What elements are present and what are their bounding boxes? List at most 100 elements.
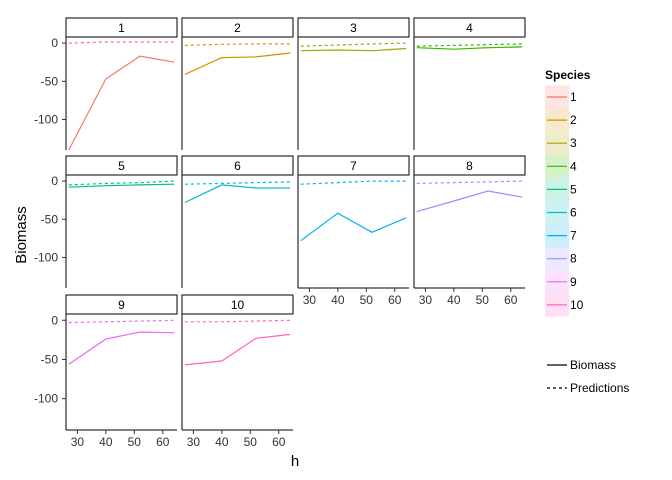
facet-strip xyxy=(181,155,294,176)
legend-item-species-10: 10 xyxy=(545,293,584,317)
legend-label: 2 xyxy=(570,113,577,127)
facet-strip xyxy=(413,17,526,38)
facet-strip-label: 6 xyxy=(234,159,241,173)
x-tick-label: 50 xyxy=(128,435,142,449)
facet-strip xyxy=(297,17,410,38)
facet-strip-label: 1 xyxy=(118,21,125,35)
facet-panel-10: 10 30 40 50 60 xyxy=(181,294,294,449)
x-tick-label: 60 xyxy=(504,293,518,307)
predictions-line xyxy=(68,41,175,44)
x-tick-label: 30 xyxy=(303,293,317,307)
predictions-line xyxy=(68,319,175,324)
legend-item-species-1: 1 xyxy=(545,85,577,109)
biomass-line xyxy=(68,55,175,151)
legend-label: 4 xyxy=(570,159,577,173)
y-tick-label: -50 xyxy=(41,212,59,226)
y-tick-label: -100 xyxy=(34,112,58,126)
legend-item-species-8: 8 xyxy=(545,247,577,271)
facet-panel-3: 3 xyxy=(297,17,410,150)
x-tick-label: 30 xyxy=(187,435,201,449)
predictions-line xyxy=(184,43,291,46)
facet-strip xyxy=(65,155,178,176)
x-tick-label: 40 xyxy=(331,293,345,307)
biomass-line xyxy=(300,47,407,52)
predictions-line xyxy=(184,319,291,323)
x-tick-label: 30 xyxy=(71,435,85,449)
x-tick-label: 60 xyxy=(272,435,286,449)
biomass-line xyxy=(300,212,407,242)
facet-panel-7: 7 30 40 50 60 xyxy=(297,155,410,307)
biomass-line xyxy=(416,46,523,50)
legend-item-species-7: 7 xyxy=(545,224,577,248)
legend-item-predictions: Predictions xyxy=(547,381,629,395)
legend-item-species-9: 9 xyxy=(545,270,577,294)
legend-title: Species xyxy=(545,68,591,82)
x-tick-label: 50 xyxy=(244,435,258,449)
y-tick-label: 0 xyxy=(51,174,58,188)
facet-panel-9: 9 0 -50 -100 30 40 50 60 xyxy=(34,294,178,449)
facet-strip-label: 5 xyxy=(118,159,125,173)
facet-panel-2: 2 xyxy=(181,17,294,150)
legend-item-species-5: 5 xyxy=(545,177,577,201)
facet-strip xyxy=(65,17,178,38)
y-tick-label: -50 xyxy=(41,74,59,88)
facet-panel-5: 5 0 -50 -100 xyxy=(34,155,178,288)
biomass-line xyxy=(184,333,291,366)
y-tick-label: -100 xyxy=(34,392,58,406)
biomass-line xyxy=(184,184,291,204)
facet-strip-label: 4 xyxy=(466,21,473,35)
predictions-line xyxy=(416,43,523,47)
biomass-line xyxy=(68,183,175,188)
biomass-line xyxy=(68,331,175,365)
y-tick-label: -100 xyxy=(34,250,58,264)
facet-panel-6: 6 xyxy=(181,155,294,288)
biomass-line xyxy=(184,52,291,75)
legend-item-species-6: 6 xyxy=(545,201,577,225)
legend-label: 1 xyxy=(570,90,577,104)
legend-item-species-4: 4 xyxy=(545,154,577,178)
x-tick-label: 40 xyxy=(447,293,461,307)
legend-label: 10 xyxy=(570,298,584,312)
facet-strip xyxy=(181,294,294,315)
facet-panel-8: 8 30 40 50 60 xyxy=(413,155,526,307)
legend-item-biomass: Biomass xyxy=(547,358,616,372)
legend-label: Predictions xyxy=(570,381,629,395)
predictions-line xyxy=(416,180,523,184)
legend-label: 9 xyxy=(570,275,577,289)
legend-label: 8 xyxy=(570,252,577,266)
y-axis-title: Biomass xyxy=(13,206,30,264)
x-tick-label: 60 xyxy=(156,435,170,449)
predictions-line xyxy=(300,180,407,185)
facet-strip xyxy=(65,294,178,315)
y-tick-label: 0 xyxy=(51,36,58,50)
predictions-line xyxy=(184,181,291,185)
legend-item-species-3: 3 xyxy=(545,131,577,155)
legend-item-species-2: 2 xyxy=(545,108,577,132)
x-tick-label: 50 xyxy=(360,293,374,307)
y-tick-label: -50 xyxy=(41,352,59,366)
x-tick-label: 30 xyxy=(419,293,433,307)
facet-strip-label: 7 xyxy=(350,159,357,173)
legend-label: 6 xyxy=(570,206,577,220)
legend-label: 3 xyxy=(570,136,577,150)
biomass-line xyxy=(416,190,523,213)
predictions-line xyxy=(300,42,407,47)
facet-strip-label: 8 xyxy=(466,159,473,173)
facet-strip xyxy=(297,155,410,176)
x-tick-label: 40 xyxy=(99,435,113,449)
predictions-line xyxy=(68,180,175,186)
facet-panel-4: 4 xyxy=(413,17,526,150)
x-axis-title: h xyxy=(291,453,299,470)
facet-strip-label: 2 xyxy=(234,21,241,35)
legend-label: Biomass xyxy=(570,358,616,372)
facet-strip-label: 3 xyxy=(350,21,357,35)
y-tick-label: 0 xyxy=(51,313,58,327)
legend: Species 1 2 3 4 5 6 7 8 9 10 Biomass Predictions xyxy=(545,68,629,395)
legend-label: 7 xyxy=(570,229,577,243)
facet-panel-1: 1 0 -50 -100 xyxy=(34,17,178,151)
legend-label: 5 xyxy=(570,182,577,196)
facet-strip-label: 10 xyxy=(231,298,245,312)
x-tick-label: 50 xyxy=(476,293,490,307)
